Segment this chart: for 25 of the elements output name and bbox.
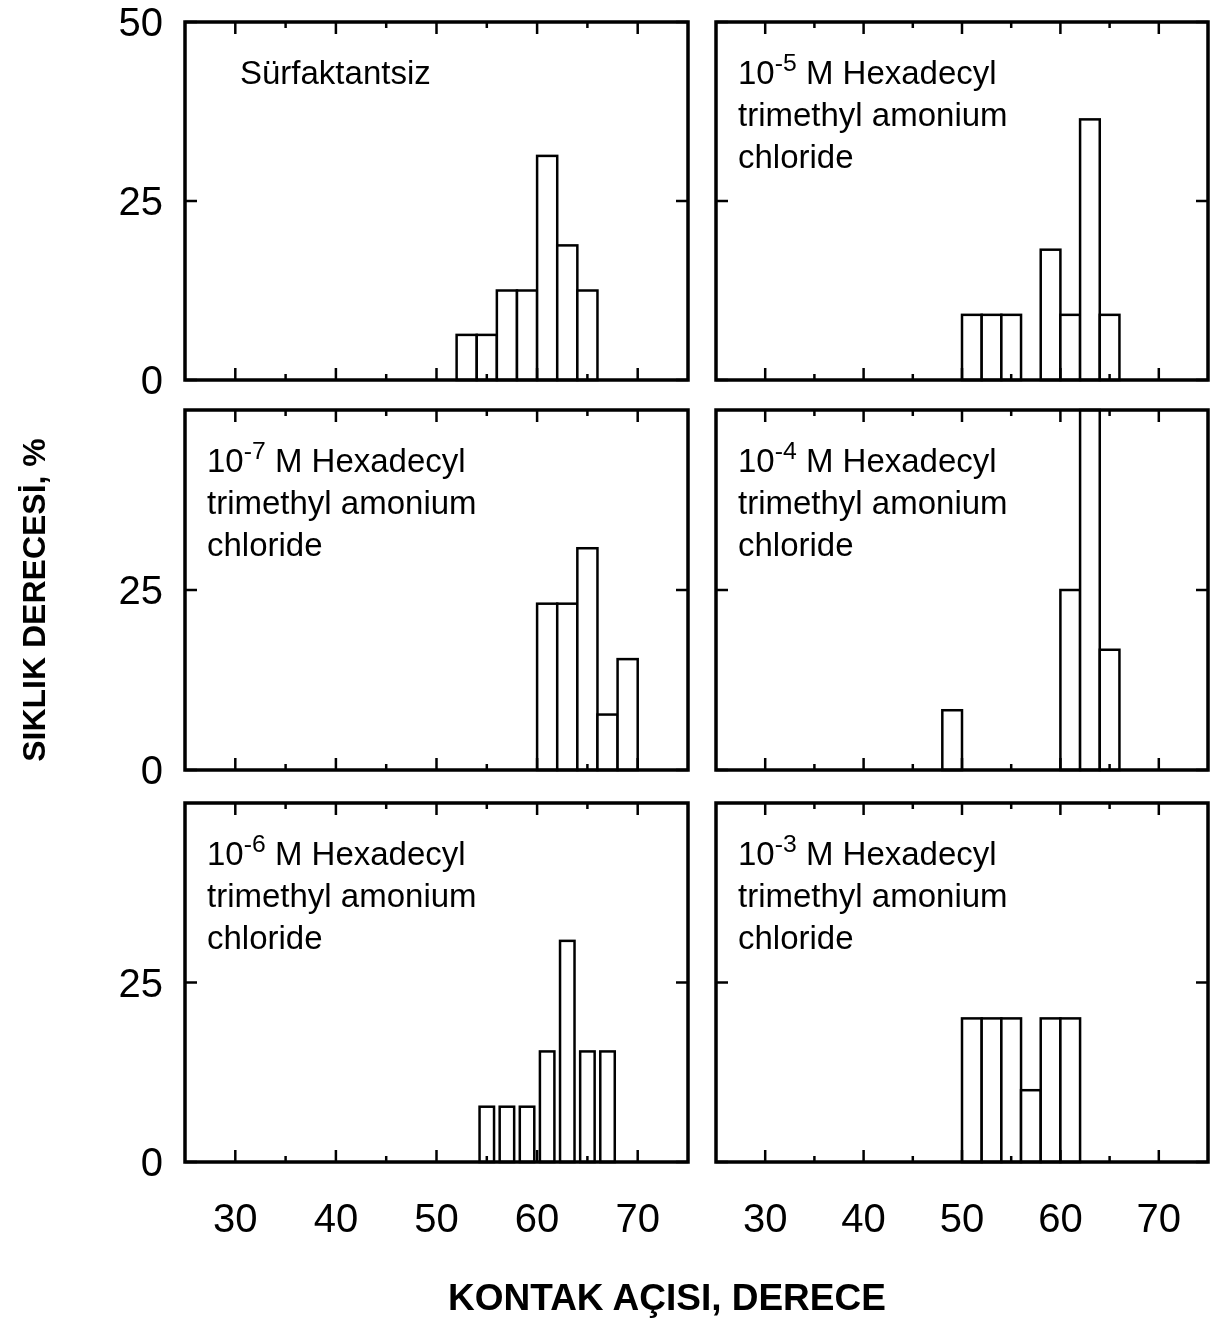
y-tick-label: 50 bbox=[118, 0, 163, 45]
x-tick-label: 70 bbox=[615, 1196, 660, 1240]
y-tick-label: 25 bbox=[118, 960, 163, 1005]
annotation: 10$^{-6}$ M Hexadecyl trimethyl amonium chloride bbox=[207, 829, 477, 956]
x-tick-label: 40 bbox=[313, 1196, 359, 1240]
x-tick-label: 50 bbox=[414, 1196, 459, 1240]
annotation: Sürfaktantsiz bbox=[240, 54, 431, 91]
x-tick-label: 40 bbox=[841, 1196, 886, 1240]
y-tick-label: 25 bbox=[118, 179, 163, 224]
x-tick-label: 30 bbox=[213, 1196, 258, 1240]
x-tick-label: 30 bbox=[742, 1196, 788, 1240]
y-tick-label: 0 bbox=[140, 358, 163, 403]
x-axis-title: KONTAK AÇISI, DERECE bbox=[448, 1277, 886, 1318]
annotation: 10$^{-7}$ M Hexadecyl trimethyl amonium chloride bbox=[207, 436, 477, 563]
y-tick-label: 0 bbox=[140, 1140, 163, 1185]
y-axis-title: SIKLIK DERECESİ, % bbox=[16, 438, 52, 762]
y-tick-label: 0 bbox=[140, 748, 163, 793]
annotation: 10$^{-3}$ M Hexadecyl trimethyl amonium chloride bbox=[738, 829, 1008, 956]
annotation: 10$^{-5}$ M Hexadecyl trimethyl amonium chloride bbox=[738, 48, 1008, 175]
annotation: 10$^{-4}$ M Hexadecyl trimethyl amonium chloride bbox=[738, 436, 1008, 563]
x-tick-label: 70 bbox=[1136, 1196, 1182, 1240]
x-tick-label: 50 bbox=[939, 1196, 985, 1240]
x-tick-label: 60 bbox=[514, 1196, 560, 1240]
x-tick-label: 60 bbox=[1038, 1196, 1083, 1240]
y-tick-label: 25 bbox=[118, 568, 163, 613]
